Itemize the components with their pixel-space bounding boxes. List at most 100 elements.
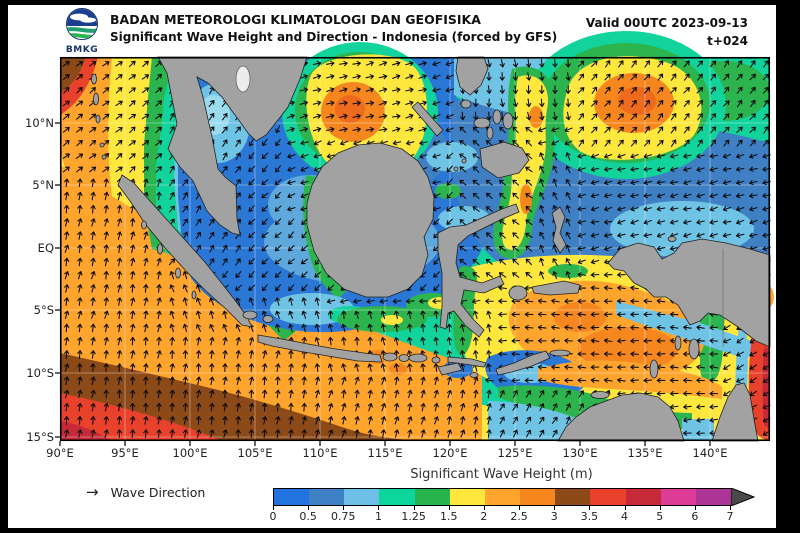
land-philippines (411, 56, 530, 179)
land-seram (531, 280, 581, 296)
map-border (59, 56, 771, 442)
colorbar-tick (448, 506, 450, 510)
colorbar-title: Significant Wave Height (m) (410, 467, 593, 482)
land-maluku-islands (508, 206, 700, 379)
x-axis-label: 125°E (497, 446, 533, 460)
land-buru (508, 285, 528, 301)
land-halmahera (551, 206, 567, 254)
land-hainan-island (235, 65, 251, 93)
land-mindanao (479, 141, 530, 179)
colorbar-tick (519, 506, 521, 510)
wave-direction-legend: → Wave Direction (86, 483, 205, 501)
land-biak (667, 236, 677, 242)
y-axis-label: 15°S (26, 430, 54, 444)
x-axis-label: 90°E (46, 446, 74, 460)
land-sulawesi (437, 203, 520, 338)
land-borneo (306, 142, 435, 298)
wave-direction-arrow-icon: → (86, 483, 99, 501)
land-cape-york (711, 382, 759, 442)
x-axis-label: 135°E (627, 446, 663, 460)
land-luzon (455, 56, 489, 96)
bmkg-logo-text: BMKG (65, 45, 99, 55)
x-axis-label: 130°E (562, 446, 598, 460)
colorbar-tick (378, 506, 380, 510)
land-palawan (411, 101, 444, 137)
colorbar-segment (344, 489, 380, 505)
land-bangka-belitung (242, 310, 274, 323)
colorbar-tick-label: 4 (621, 510, 629, 523)
colorbar-tick (483, 506, 485, 510)
colorbar-tick-label: 6 (691, 510, 699, 523)
y-axis-label: 5°N (32, 178, 54, 192)
land-timor (495, 350, 551, 376)
colorbar-segment (625, 489, 661, 505)
colorbar-tick (589, 506, 591, 510)
bmkg-logo-icon (66, 8, 98, 40)
colorbar-overflow-arrow (731, 488, 755, 506)
colorbar-segment (520, 489, 556, 505)
colorbar-tick-label: 1.5 (440, 510, 458, 523)
chart-frame: BMKG BADAN METEOROLOGI KLIMATOLOGI DAN G… (8, 5, 776, 528)
colorbar-segment (484, 489, 521, 505)
x-axis-label: 100°E (172, 446, 208, 460)
colorbar-segment (379, 489, 415, 505)
colorbar-tick-label: 3.5 (580, 510, 599, 523)
colorbar-tick (624, 506, 626, 510)
land-mainland-southeast-asia (157, 56, 308, 236)
colorbar-tick-label: 2.5 (510, 510, 528, 523)
valid-time: Valid 00UTC 2023-09-13 (585, 16, 748, 30)
wave-map-canvas (55, 31, 774, 446)
wave-direction-label: Wave Direction (110, 485, 206, 500)
forecast-step: t+024 (707, 34, 748, 48)
colorbar-tick (659, 506, 661, 510)
land-mentawai-islands (141, 220, 197, 300)
valid-time-block: Valid 00UTC 2023-09-13 t+024 (586, 14, 748, 50)
colorbar-tick-label: 2 (480, 510, 488, 523)
y-axis-label: EQ (37, 241, 54, 255)
colorbar-segment (695, 489, 732, 505)
x-axis-label: 105°E (237, 446, 273, 460)
colorbar-segment (555, 489, 591, 505)
y-axis-label: 10°N (25, 116, 54, 130)
colorbar-tick (554, 506, 556, 510)
y-axis-label: 5°S (33, 303, 54, 317)
colorbar-tick-label: 7 (726, 510, 734, 523)
colorbar-tick-label: 1 (374, 510, 382, 523)
colorbar-segment (274, 489, 310, 505)
land-australia-top-end (557, 392, 685, 442)
colorbar-segment (660, 489, 696, 505)
y-axis-label: 10°S (26, 366, 54, 380)
colorbar-tick-label: 1.25 (401, 510, 426, 523)
landmasses (91, 56, 771, 442)
page-title: BADAN METEOROLOGI KLIMATOLOGI DAN GEOFIS… (110, 12, 481, 27)
land-andaman-nicobar-islands (91, 73, 107, 160)
x-axis-label: 120°E (432, 446, 468, 460)
header-titles: BADAN METEOROLOGI KLIMATOLOGI DAN GEOFIS… (110, 12, 557, 45)
land-melville-island (590, 391, 610, 399)
colorbar-segment (309, 489, 345, 505)
axis-ticks (55, 122, 711, 446)
colorbar-tick-label: 3 (550, 510, 558, 523)
bmkg-logo: BMKG (60, 7, 104, 55)
colorbar-segment (590, 489, 626, 505)
page-subtitle: Significant Wave Height and Direction - … (110, 29, 558, 44)
colorbar-tick-label: 5 (656, 510, 664, 523)
colorbar-tick (273, 506, 274, 510)
x-axis-label: 115°E (367, 446, 403, 460)
colorbar-tick (343, 506, 345, 510)
x-axis-label: 140°E (692, 446, 728, 460)
land-bali-nusa-tenggara (382, 349, 571, 378)
colorbar-tick (308, 506, 310, 510)
colorbar-tick-label: 0 (269, 510, 277, 523)
colorbar-tick (730, 506, 731, 510)
colorbar-tick-label: 0.5 (299, 510, 317, 523)
colorbar-tick-label: 0.75 (331, 510, 356, 523)
colorbar (273, 488, 732, 506)
land-java (257, 334, 383, 363)
colorbar-tick (694, 506, 696, 510)
colorbar-segment (414, 489, 450, 505)
land-new-guinea (607, 238, 771, 348)
x-axis-label: 95°E (111, 446, 139, 460)
colorbar-tick (413, 506, 415, 510)
